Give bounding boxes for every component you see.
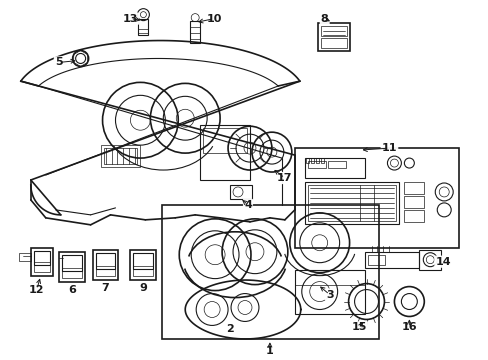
Bar <box>31 248 53 276</box>
Bar <box>130 250 156 280</box>
Bar <box>203 128 246 153</box>
Bar <box>133 266 153 276</box>
Bar <box>304 158 364 178</box>
Bar <box>101 145 140 167</box>
Bar <box>34 251 50 265</box>
Bar <box>34 262 50 272</box>
Bar <box>307 185 396 221</box>
Bar <box>317 23 349 50</box>
Bar <box>95 266 115 276</box>
Bar <box>320 37 346 48</box>
Bar <box>92 250 118 280</box>
Text: 4: 4 <box>244 200 251 210</box>
Bar <box>367 255 385 265</box>
Bar <box>61 268 81 278</box>
Bar <box>190 21 200 42</box>
Bar <box>19 253 31 261</box>
Bar <box>327 161 345 168</box>
Bar <box>229 185 251 199</box>
Text: 3: 3 <box>325 289 333 300</box>
Bar <box>307 161 325 168</box>
Bar <box>364 252 419 268</box>
Bar <box>404 196 424 208</box>
Bar <box>315 158 318 163</box>
Text: 11: 11 <box>381 143 396 153</box>
Bar <box>320 26 346 36</box>
Bar <box>310 158 313 163</box>
Text: 16: 16 <box>401 323 416 332</box>
Text: 14: 14 <box>434 257 450 267</box>
Bar <box>305 158 308 163</box>
Text: 8: 8 <box>320 14 328 24</box>
Bar <box>59 252 84 282</box>
Bar <box>133 253 153 269</box>
Text: 10: 10 <box>206 14 222 24</box>
Text: 17: 17 <box>277 173 292 183</box>
Text: 9: 9 <box>139 283 147 293</box>
Bar <box>304 182 399 224</box>
Bar <box>95 253 115 269</box>
Bar <box>294 148 458 248</box>
Text: 6: 6 <box>69 284 77 294</box>
Bar <box>419 250 440 270</box>
Bar <box>162 205 379 339</box>
Bar <box>61 255 81 271</box>
Text: 2: 2 <box>226 324 233 334</box>
Text: 1: 1 <box>265 346 273 356</box>
Bar <box>138 19 148 35</box>
Bar <box>294 270 364 315</box>
Text: 5: 5 <box>55 58 62 67</box>
Text: 15: 15 <box>351 323 366 332</box>
Bar <box>320 158 323 163</box>
Bar <box>404 182 424 194</box>
Bar <box>103 148 137 164</box>
Text: 12: 12 <box>29 284 44 294</box>
Bar <box>404 210 424 222</box>
Text: 13: 13 <box>122 14 138 24</box>
Text: 7: 7 <box>102 283 109 293</box>
Bar <box>200 125 249 180</box>
